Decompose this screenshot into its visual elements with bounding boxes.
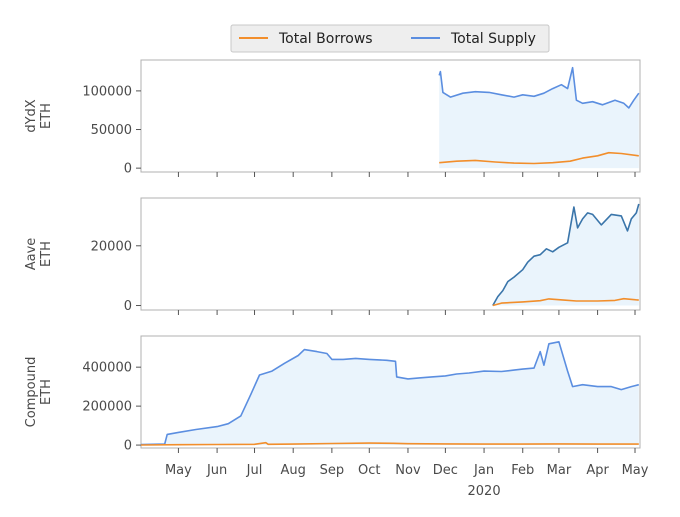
xtick-label: May <box>165 463 192 478</box>
legend-label-total-supply: Total Supply <box>450 31 536 47</box>
panel-dydx: 0 50000 100000 dYdXETH <box>24 59 641 177</box>
legend-label-total-borrows: Total Borrows <box>278 31 373 47</box>
ylabel-compound: CompoundETH <box>24 357 54 428</box>
xtick-label: Jun <box>206 463 227 478</box>
ytick-label: 20000 <box>91 239 132 254</box>
xtick-label: Apr <box>586 463 609 478</box>
xtick-label: Jul <box>246 463 263 478</box>
ytick-label: 0 <box>124 439 132 454</box>
xtick-label: Oct <box>358 463 380 478</box>
ylabel-dydx: dYdXETH <box>24 99 54 132</box>
supply-line-aave <box>492 203 640 306</box>
panel-compound: 0 200000 400000 CompoundETH <box>24 335 641 454</box>
borrows-line-aave <box>492 297 639 307</box>
legend: Total Borrows Total Supply <box>230 24 550 53</box>
supply-line-compound <box>140 340 639 446</box>
ytick-label: 400000 <box>82 361 132 376</box>
xtick-label: Dec <box>433 463 458 478</box>
panels: 0 50000 100000 dYdXETH 0 20000 AaveETH 0 200000 4… <box>24 59 649 499</box>
xtick-label: Aug <box>280 463 305 478</box>
panel-aave: 0 20000 AaveETH <box>24 197 641 315</box>
xtick-label: Nov <box>395 463 421 478</box>
xtick-label: Mar <box>547 463 572 478</box>
legend-frame <box>230 24 550 53</box>
xtick-label: Feb <box>511 463 534 478</box>
ytick-label: 0 <box>124 162 132 177</box>
ytick-label: 100000 <box>82 84 132 99</box>
xtick-year-label: 2020 <box>468 484 501 499</box>
supply-line-dydx <box>438 66 640 109</box>
ytick-label: 200000 <box>82 400 132 415</box>
xtick-label: May <box>622 463 649 478</box>
xtick-label: Jan <box>473 463 494 478</box>
borrows-line-dydx <box>439 151 639 165</box>
ylabel-aave: AaveETH <box>24 238 54 271</box>
ytick-label: 0 <box>124 299 132 314</box>
ytick-label: 50000 <box>91 123 132 138</box>
supply-fill-compound <box>141 341 639 446</box>
borrows-line-compound <box>140 441 639 446</box>
supply-fill-aave <box>492 204 639 306</box>
xtick-label: Sep <box>320 463 345 478</box>
